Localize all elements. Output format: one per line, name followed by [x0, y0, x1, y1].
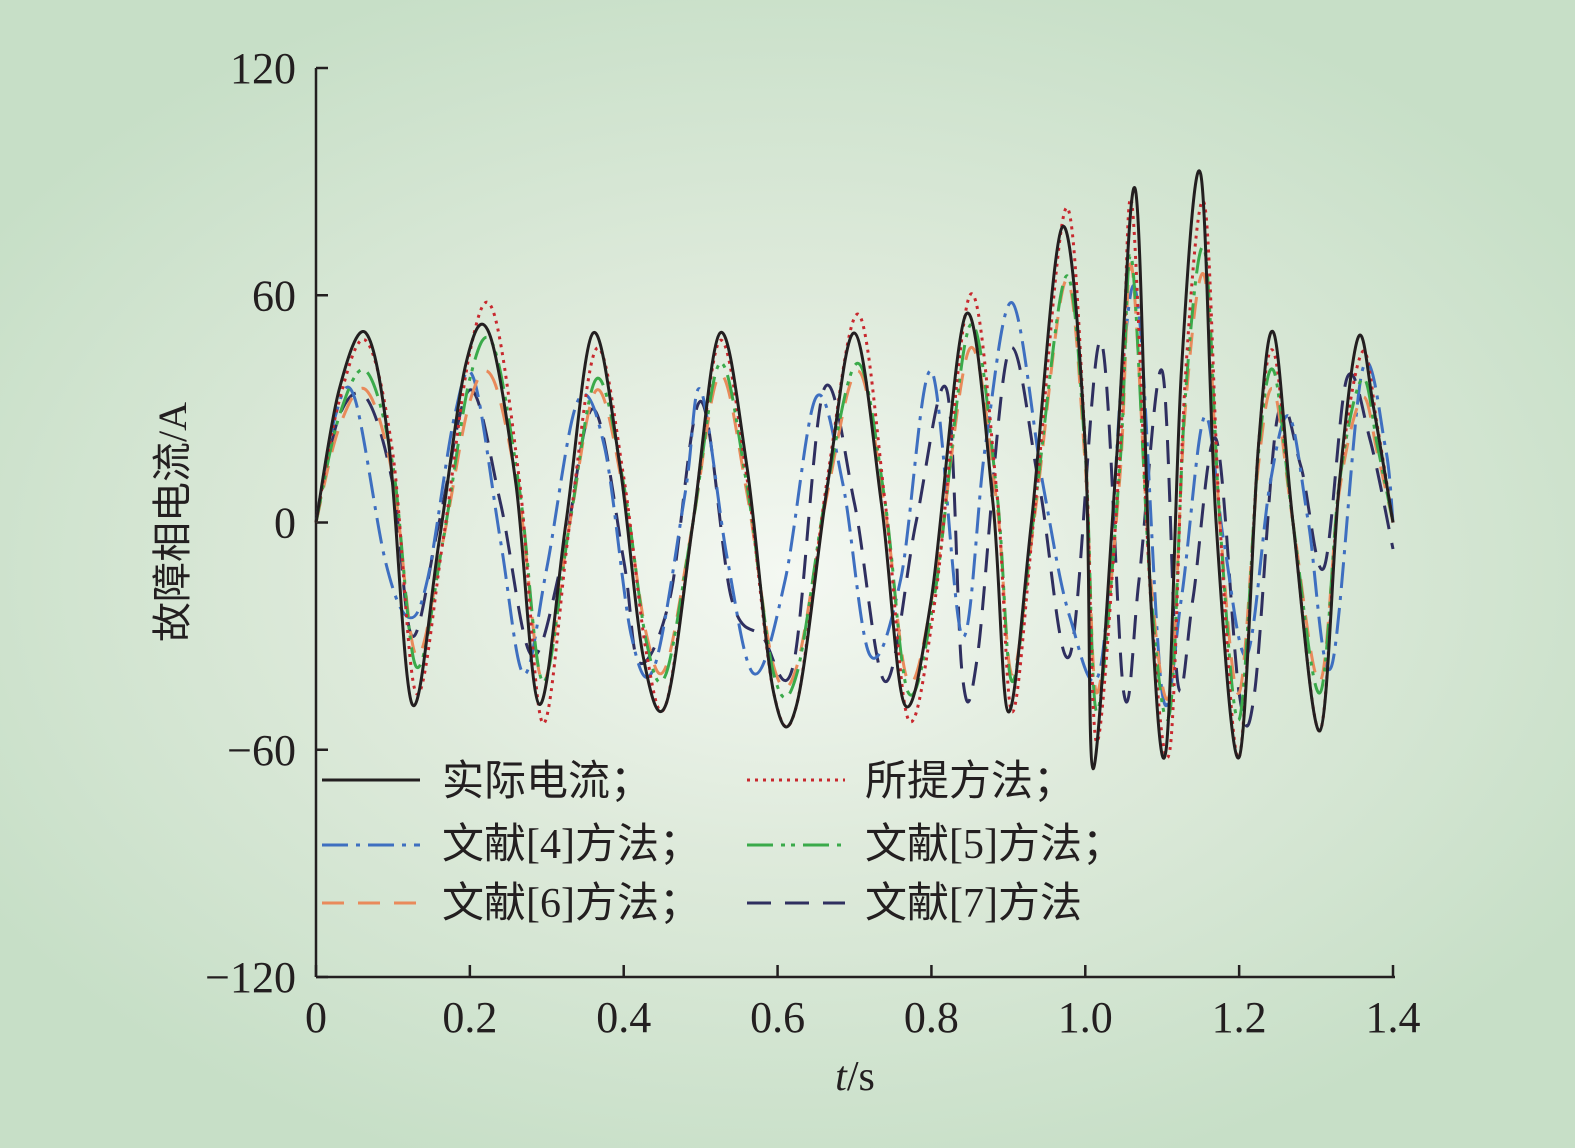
x-tick-label: 1.4 — [1366, 993, 1421, 1042]
y-tick-label: −60 — [227, 726, 296, 775]
legend: 实际电流； 所提方法； 文献[4]方法； 文献[5]方法； 文献[6]方法； 文… — [322, 758, 1124, 927]
x-tick-label: 1.0 — [1058, 993, 1113, 1042]
x-tick-label: 0.4 — [596, 993, 651, 1042]
x-tick-label: 0.2 — [442, 993, 497, 1042]
x-tick-label: 0.8 — [904, 993, 959, 1042]
y-tick-label: 60 — [252, 271, 296, 320]
y-tick-label: 120 — [230, 44, 296, 93]
legend-label-ref6: 文献[6]方法； — [442, 880, 701, 927]
series-line-actual — [314, 169, 1395, 771]
legend-label-ref5: 文献[5]方法； — [865, 821, 1124, 868]
series-group — [314, 169, 1395, 771]
x-tick-label: 0.6 — [750, 993, 805, 1042]
legend-label-proposed: 所提方法； — [865, 759, 1075, 805]
series-line-ref6 — [314, 262, 1395, 701]
y-tick-label: 0 — [274, 499, 296, 548]
x-axis-label: t/s — [835, 1054, 875, 1100]
legend-label-ref7: 文献[7]方法 — [865, 880, 1082, 927]
x-ticks: 0 0.2 0.4 0.6 0.8 1.0 1.2 1.4 — [305, 965, 1421, 1042]
series-line-ref4 — [314, 284, 1395, 708]
x-tick-label: 1.2 — [1212, 993, 1267, 1042]
y-tick-label: −120 — [205, 953, 296, 1002]
x-axis-label-var: t — [835, 1054, 848, 1100]
y-axis-label: 故障相电流/A — [150, 402, 195, 642]
legend-label-actual: 实际电流； — [442, 758, 652, 805]
legend-label-ref4: 文献[4]方法； — [442, 821, 701, 868]
series-line-ref5 — [314, 245, 1395, 722]
x-tick-label: 0 — [305, 993, 327, 1042]
y-ticks: 120 60 0 −60 −120 — [205, 44, 328, 1002]
x-axis-label-unit: /s — [847, 1054, 875, 1100]
